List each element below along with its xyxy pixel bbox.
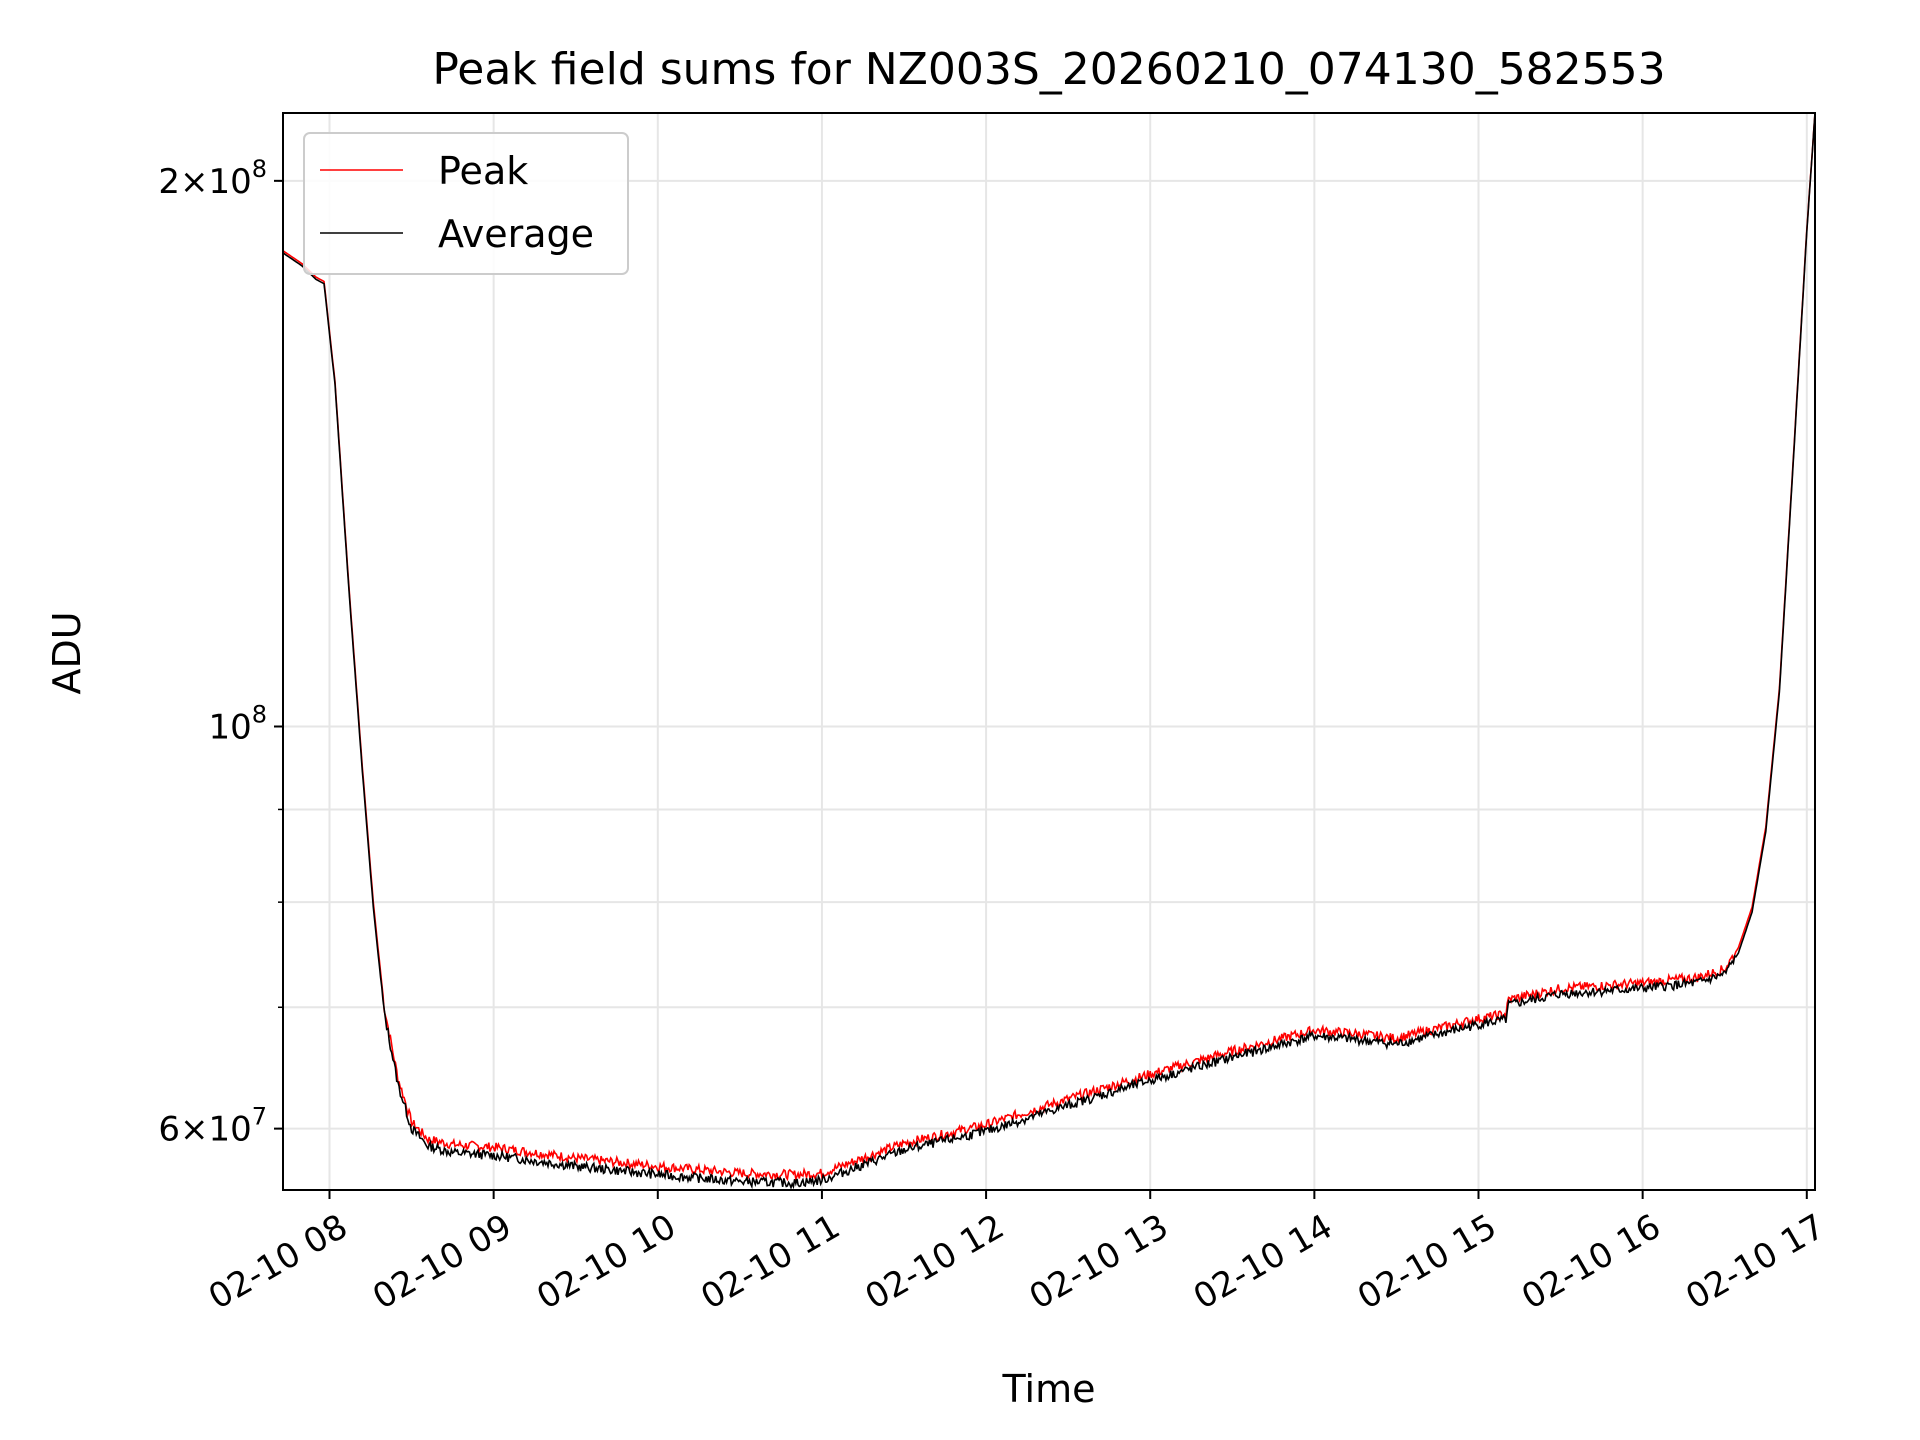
chart-title: Peak field sums for NZ003S_20260210_0741… bbox=[432, 44, 1665, 95]
y-tick-label: 6×107 bbox=[158, 1103, 267, 1150]
series-average-line bbox=[282, 112, 1816, 1190]
y-tick-label: 2×108 bbox=[158, 155, 267, 202]
legend: Peak Average bbox=[303, 132, 629, 275]
x-axis-label: Time bbox=[1002, 1367, 1096, 1411]
legend-peak-label: Peak bbox=[438, 149, 528, 193]
legend-box bbox=[303, 132, 629, 275]
plot-frame bbox=[282, 112, 1816, 1191]
legend-average-label: Average bbox=[438, 212, 594, 256]
series-peak-line bbox=[282, 112, 1816, 1182]
y-axis-label: ADU bbox=[45, 611, 89, 694]
series-layer bbox=[282, 112, 1816, 1190]
y-axis: 6×107 108 2×108 bbox=[158, 155, 283, 1150]
y-tick-label: 108 bbox=[208, 700, 267, 747]
